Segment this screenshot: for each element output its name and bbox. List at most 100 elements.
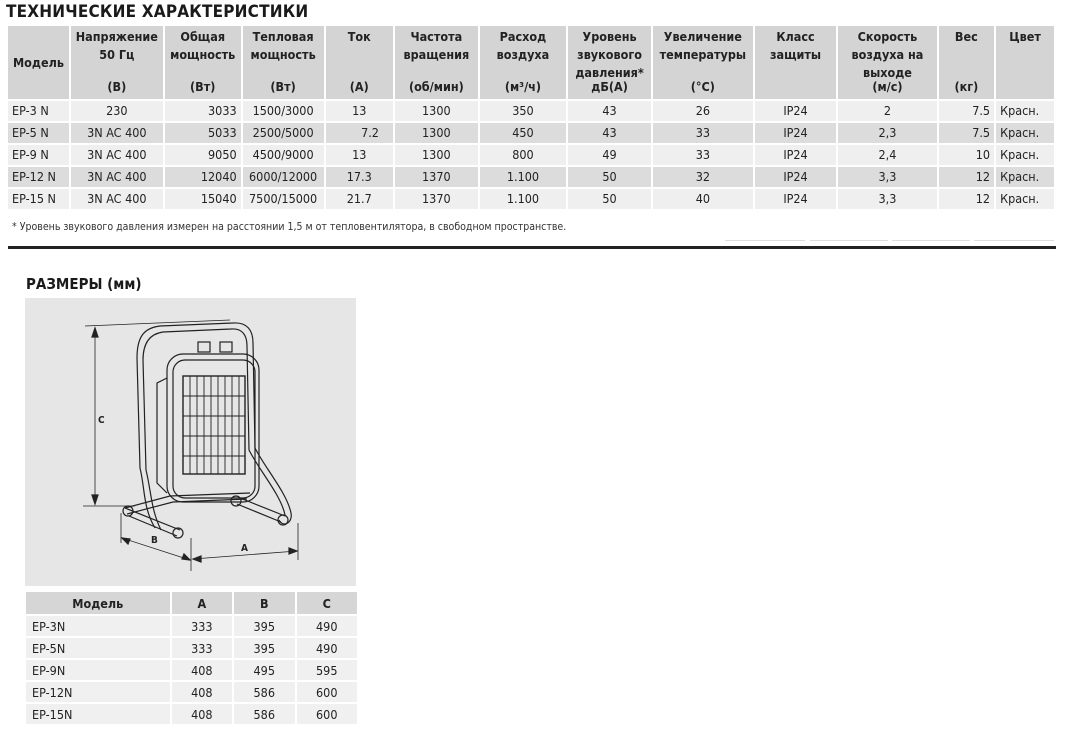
column-header-name: Общая мощность (170, 29, 236, 62)
table-cell: 450 (479, 123, 567, 143)
table-cell: 50 (568, 167, 651, 187)
table-cell: EP-3N (26, 616, 170, 636)
section-divider (8, 246, 1056, 249)
divider (974, 240, 1054, 241)
column-header-unit: (Вт) (270, 79, 296, 94)
table-cell: 230 (70, 101, 163, 121)
table-cell: 408 (171, 704, 233, 724)
table-cell: IP24 (754, 101, 837, 121)
column-header: Модель (8, 26, 69, 99)
column-header-name: Скорость воздуха на выходе (851, 29, 924, 80)
column-header: Класс защиты (754, 26, 837, 99)
column-header: Цвет (996, 26, 1054, 99)
divider (892, 240, 970, 241)
table-cell: IP24 (754, 145, 837, 165)
column-header: Общая мощность (Вт) (164, 26, 241, 99)
table-cell: 395 (234, 616, 295, 636)
table-cell: EP-3 N (8, 101, 69, 121)
column-header-name: Частота вращения (403, 29, 470, 62)
table-cell: EP-15 N (8, 189, 69, 209)
divider (725, 240, 805, 241)
table-cell: 17.3 (325, 167, 393, 187)
table-cell: 3N AC 400 (70, 123, 163, 143)
table-cell: 43 (568, 123, 651, 143)
table-cell: EP-9 N (8, 145, 69, 165)
table-row: EP-3 N 230 3033 1500/3000 13 1300 350 43 26 IP24 2… (8, 101, 1054, 121)
table-cell: 26 (652, 101, 753, 121)
dim-label-a: A (241, 543, 248, 554)
table-cell: 1.100 (479, 189, 567, 209)
table-cell: 2,4 (838, 145, 937, 165)
table-cell: 1500/3000 (242, 101, 324, 121)
table-cell: 495 (234, 660, 295, 680)
column-header: A (171, 592, 233, 614)
column-header-name: Уровень звукового давления* (575, 29, 644, 80)
table-cell: 408 (171, 660, 233, 680)
column-header-name: Расход воздуха (496, 29, 550, 62)
column-header-name: Тепловая мощность (250, 29, 316, 62)
table-row: EP-15 N 3N AC 400 15040 7500/15000 21.7 1370 1… (8, 189, 1054, 209)
table-cell: EP-12 N (8, 167, 69, 187)
table-cell: Красн. (996, 167, 1054, 187)
table-cell: 3033 (164, 101, 241, 121)
table-cell: 13 (325, 145, 393, 165)
divider (810, 240, 888, 241)
table-cell: 21.7 (325, 189, 393, 209)
table-cell: 7.2 (325, 123, 393, 143)
column-header-name: Класс защиты (769, 29, 822, 62)
column-header: Модель (26, 592, 170, 614)
column-header: Тепловая мощность (Вт) (242, 26, 324, 99)
table-cell: 50 (568, 189, 651, 209)
table-cell: Красн. (996, 101, 1054, 121)
table-cell: 7500/15000 (242, 189, 324, 209)
column-header-unit: (м/с) (872, 79, 903, 94)
table-cell: 490 (296, 638, 357, 658)
table-cell: 600 (296, 704, 357, 724)
table-cell: 600 (296, 682, 357, 702)
table-cell: 3N AC 400 (70, 189, 163, 209)
table-cell: 49 (568, 145, 651, 165)
dim-label-c: C (98, 415, 105, 426)
column-header-name: Увеличение температуры (659, 29, 747, 62)
column-header-unit: (°C) (690, 79, 715, 94)
table-cell: 3,3 (838, 167, 937, 187)
column-header: C (296, 592, 357, 614)
table-cell: 32 (652, 167, 753, 187)
table-cell: EP-15N (26, 704, 170, 724)
table-cell: 333 (171, 638, 233, 658)
table-cell: 1300 (394, 145, 478, 165)
table-cell: 12040 (164, 167, 241, 187)
table-cell: 333 (171, 616, 233, 636)
table-cell: Красн. (996, 145, 1054, 165)
table-row: EP-12 N 3N AC 400 12040 6000/12000 17.3 1370 1… (8, 167, 1054, 187)
table-cell: 43 (568, 101, 651, 121)
table-cell: 12 (938, 189, 995, 209)
column-header: B (234, 592, 295, 614)
column-header: Уровень звукового давления* дБ(А) (568, 26, 651, 99)
table-cell: 3N AC 400 (70, 145, 163, 165)
table-cell: 4500/9000 (242, 145, 324, 165)
column-header-name: Напряжение 50 Гц (75, 29, 158, 62)
table-cell: 12 (938, 167, 995, 187)
table-cell: IP24 (754, 167, 837, 187)
column-header: Вес (кг) (938, 26, 995, 99)
table-cell: 490 (296, 616, 357, 636)
table-cell: 6000/12000 (242, 167, 324, 187)
table-cell: 40 (652, 189, 753, 209)
spec-title: ТЕХНИЧЕСКИЕ ХАРАКТЕРИСТИКИ (6, 2, 309, 22)
column-header-unit: (В) (107, 79, 127, 94)
dimensions-title: РАЗМЕРЫ (мм) (26, 275, 142, 293)
table-row: EP-5 N 3N AC 400 5033 2500/5000 7.2 1300 450 43… (8, 123, 1054, 143)
column-header-unit: (м³/ч) (504, 79, 542, 94)
spec-table: Модель Напряжение 50 Гц (В) Общая мощность (… (6, 24, 1056, 211)
table-cell: 2,3 (838, 123, 937, 143)
table-cell: 7.5 (938, 123, 995, 143)
table-cell: 15040 (164, 189, 241, 209)
table-cell: IP24 (754, 123, 837, 143)
footnote: * Уровень звукового давления измерен на … (12, 221, 567, 233)
column-header-name: Вес (954, 29, 978, 44)
table-cell: 350 (479, 101, 567, 121)
column-header-name: Ток (347, 29, 371, 44)
column-header: Расход воздуха (м³/ч) (479, 26, 567, 99)
table-cell: 395 (234, 638, 295, 658)
